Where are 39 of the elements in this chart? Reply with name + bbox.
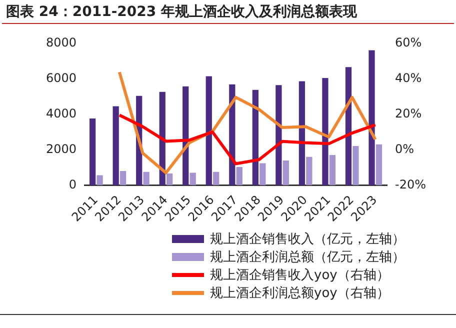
bar	[143, 172, 150, 186]
bar	[345, 67, 352, 186]
bar	[236, 166, 242, 186]
bar	[159, 92, 166, 186]
bar	[260, 163, 266, 186]
y-tick-label: 2000	[46, 142, 77, 156]
bar	[252, 90, 258, 186]
y-tick-label: 0	[68, 177, 77, 192]
bar	[112, 106, 119, 186]
legend-label: 规上酒企利润总额yoy（右轴）	[210, 285, 390, 302]
bar	[96, 175, 103, 186]
bar	[213, 172, 220, 186]
bar	[376, 144, 382, 186]
legend-label: 规上酒企销售收入（亿元，左轴）	[210, 231, 405, 248]
y2-tick-label: 0%	[395, 142, 414, 156]
bar	[120, 171, 126, 186]
chart-title: 图表 24：2011-2023 年规上酒企收入及利润总额表现	[2, 0, 454, 24]
legend-label: 规上酒企销售收入yoy（右轴）	[210, 267, 390, 284]
y-tick-label: 4000	[46, 106, 77, 120]
bar	[166, 174, 173, 186]
y2-tick-label: 60%	[395, 35, 422, 50]
y2-tick-label: 20%	[395, 106, 422, 120]
bar	[329, 155, 336, 186]
bar	[322, 78, 328, 186]
y2-tick-label: 40%	[395, 70, 422, 85]
bar	[368, 50, 375, 186]
bar	[282, 160, 289, 186]
bar	[306, 156, 312, 186]
bar	[182, 86, 189, 186]
bar	[190, 172, 196, 186]
bar	[90, 118, 96, 186]
bar	[206, 76, 212, 186]
y-tick-label: 6000	[46, 70, 77, 85]
bar	[352, 146, 359, 186]
legend-label: 规上酒企利润总额（亿元，左轴）	[210, 249, 405, 266]
y2-tick-label: -20%	[395, 177, 426, 192]
bar	[276, 85, 282, 186]
bar	[298, 81, 306, 186]
y-tick-label: 8000	[46, 35, 77, 50]
